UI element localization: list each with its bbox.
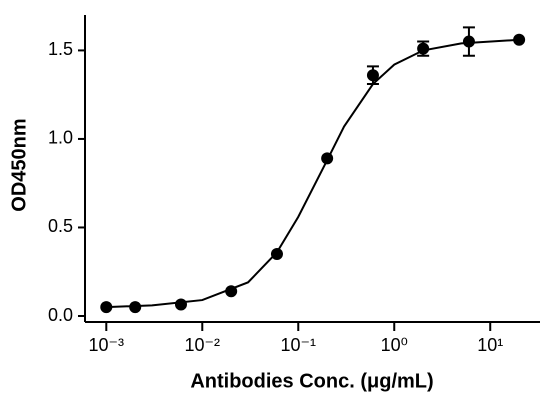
y-tick-label: 1.5 — [48, 39, 73, 59]
y-tick-label: 0.0 — [48, 305, 73, 325]
data-point — [129, 301, 142, 314]
data-point — [100, 301, 113, 314]
data-point — [270, 248, 283, 261]
data-point — [513, 33, 526, 46]
data-point — [366, 69, 379, 82]
data-point — [417, 42, 430, 55]
data-point — [174, 298, 187, 311]
x-tick-label: 10⁻² — [185, 335, 221, 355]
y-tick-label: 1.0 — [48, 128, 73, 148]
x-tick-label: 10⁰ — [381, 335, 408, 355]
x-tick-label: 10⁻¹ — [280, 335, 316, 355]
fit-curve — [106, 38, 520, 309]
y-tick-label: 0.5 — [48, 216, 73, 236]
data-point — [225, 285, 238, 298]
x-tick-label: 10⁻³ — [89, 335, 125, 355]
x-tick-label: 10¹ — [477, 335, 503, 355]
y-axis-title: OD450nm — [8, 118, 30, 211]
x-axis-title: Antibodies Conc. (μg/mL) — [190, 370, 433, 392]
data-point — [462, 35, 475, 48]
data-point — [321, 152, 334, 165]
